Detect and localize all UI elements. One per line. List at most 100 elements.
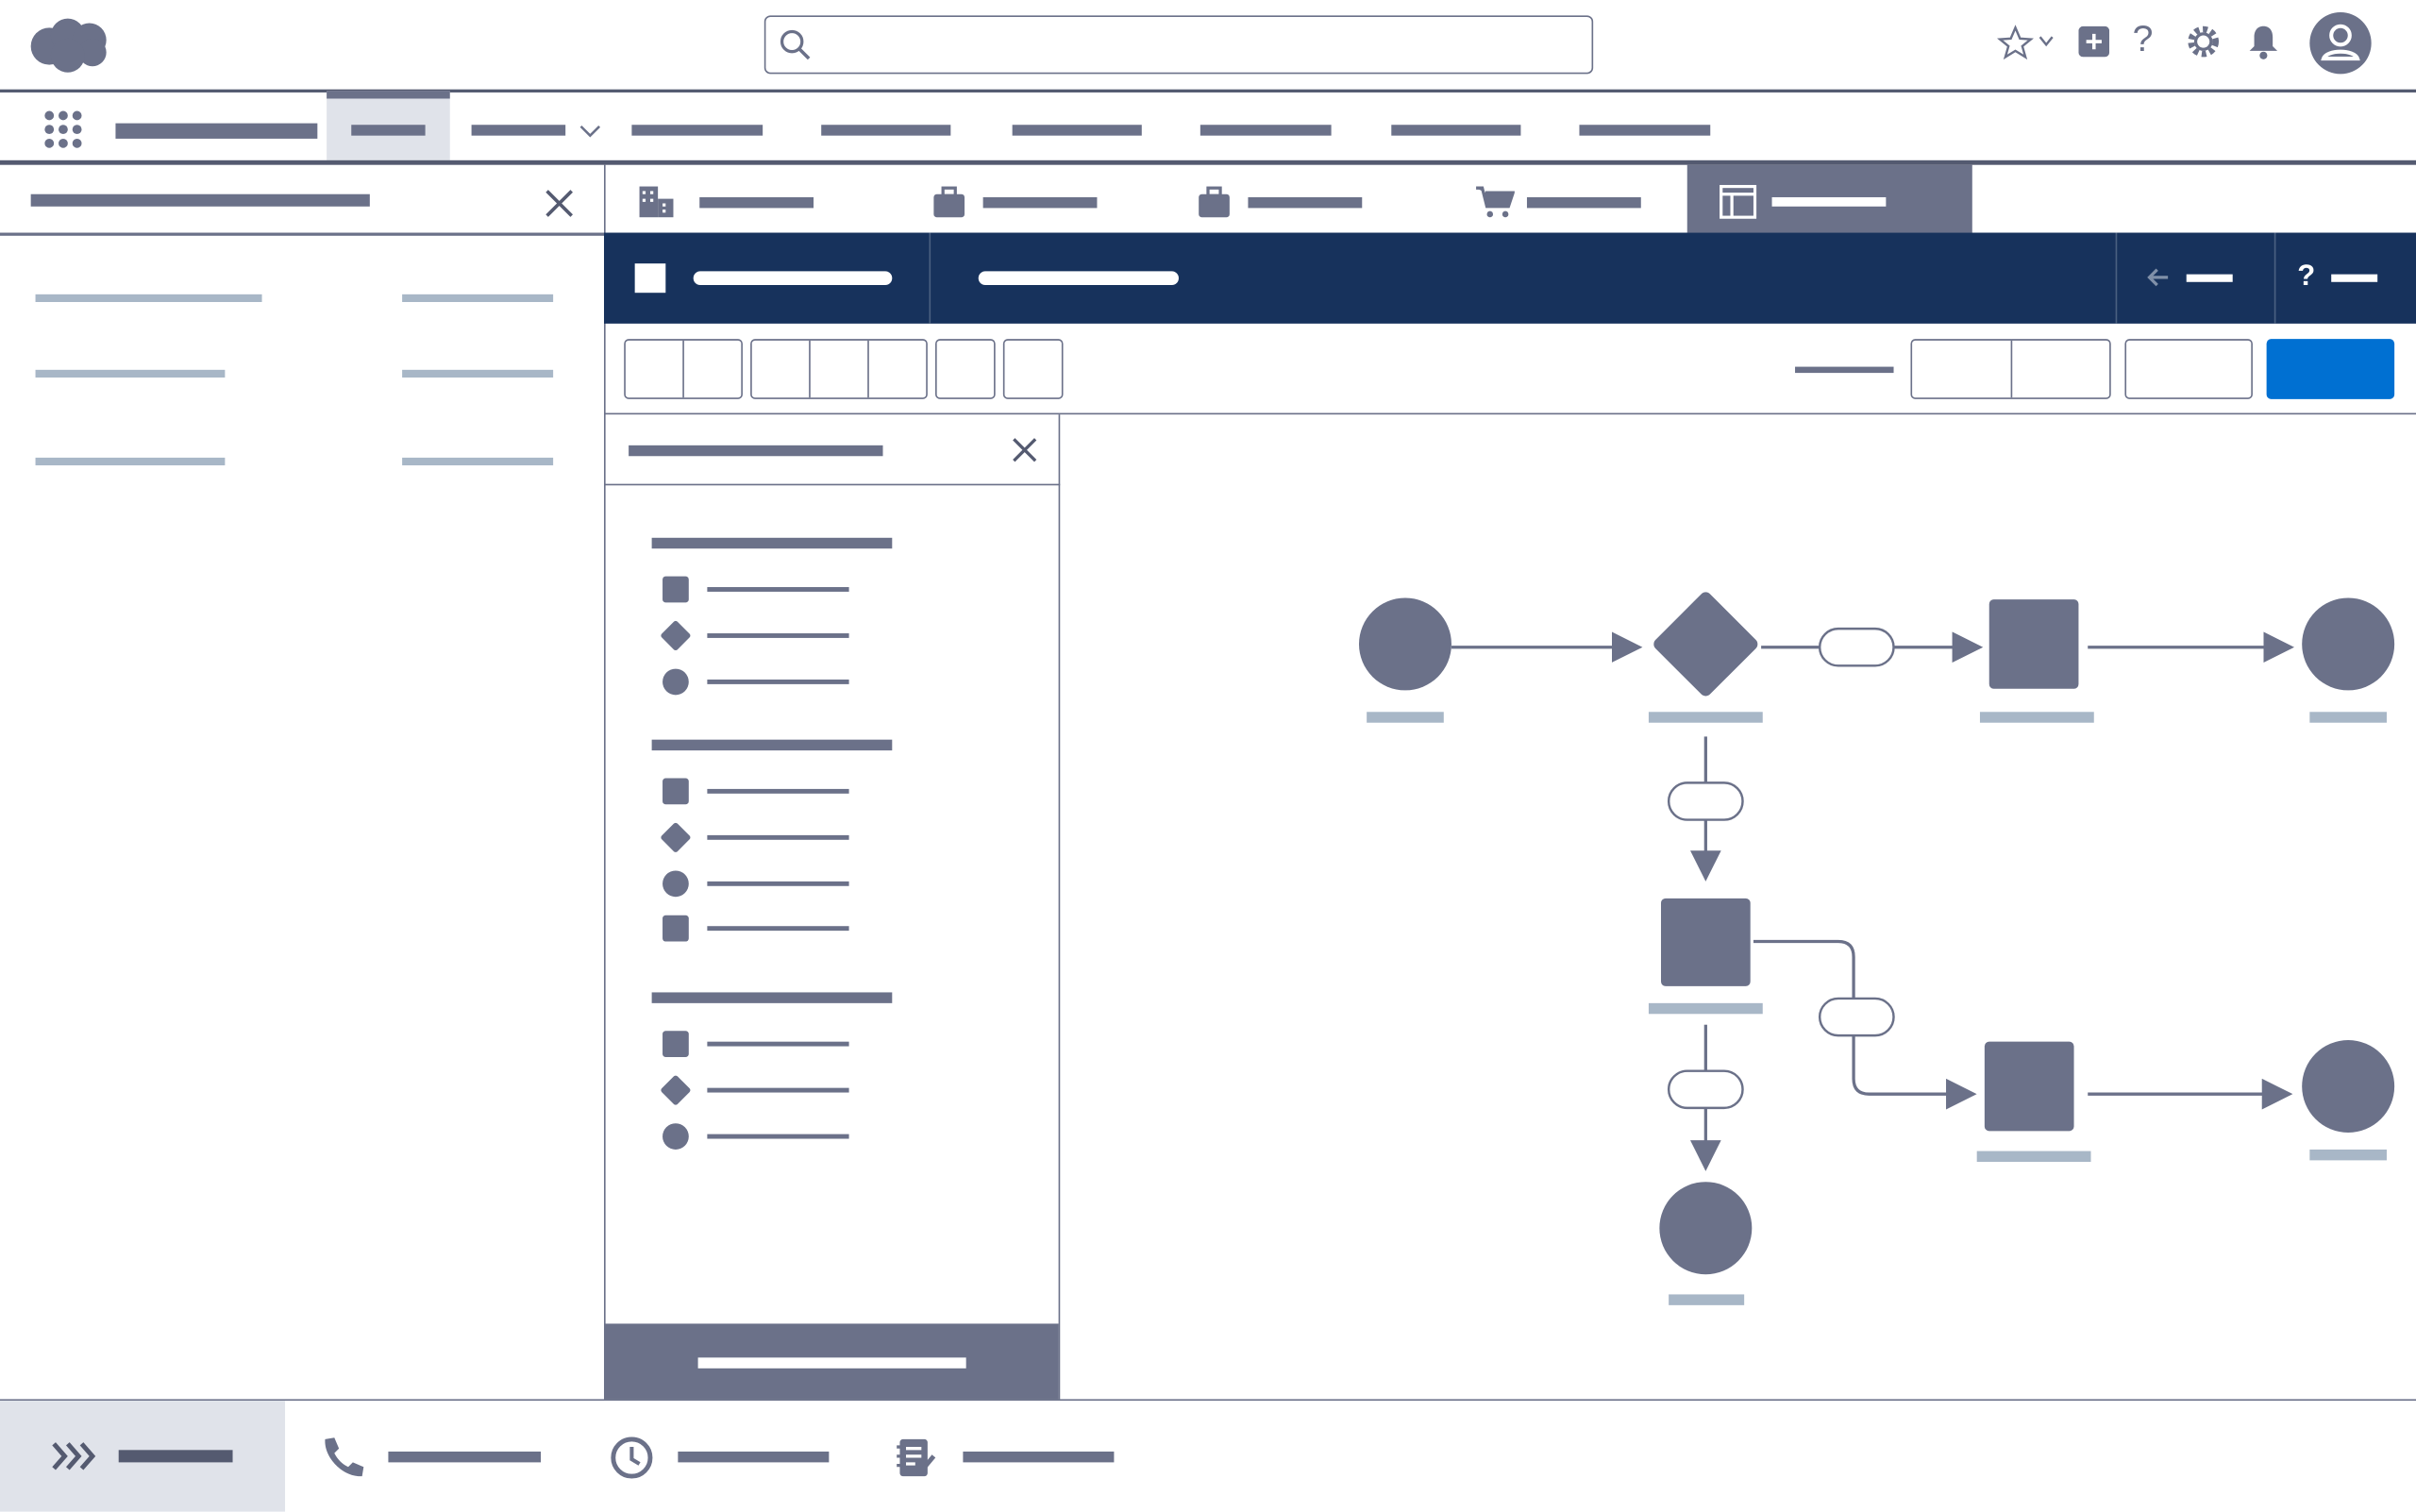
list-item[interactable] — [35, 369, 226, 378]
app-name — [115, 123, 318, 139]
palette-item[interactable] — [660, 778, 860, 805]
layout-icon — [1720, 184, 1757, 219]
salesforce-logo[interactable] — [27, 15, 110, 74]
list-item[interactable] — [35, 457, 226, 466]
avatar-icon[interactable] — [2308, 10, 2374, 76]
list-item[interactable] — [35, 294, 262, 302]
diamond-icon — [660, 1074, 692, 1106]
global-search-input[interactable] — [763, 15, 1594, 75]
flow-canvas[interactable] — [1062, 414, 2416, 1401]
start-node[interactable] — [1358, 597, 1451, 691]
end-node[interactable] — [2302, 597, 2395, 691]
action-node[interactable] — [1988, 599, 2079, 689]
utility-item-active[interactable] — [0, 1401, 286, 1512]
palette-item-label — [707, 679, 849, 684]
nav-item[interactable] — [1579, 125, 1711, 136]
help-icon[interactable]: ? — [2297, 260, 2316, 294]
square-icon — [634, 263, 666, 294]
connector-label[interactable] — [1667, 1069, 1744, 1110]
action-node[interactable] — [1660, 898, 1751, 986]
palette-item-label — [707, 881, 849, 886]
connector-label[interactable] — [1818, 997, 1895, 1037]
decision-node[interactable] — [1652, 590, 1760, 698]
element-palette — [603, 414, 1061, 1402]
action-node[interactable] — [1984, 1041, 2074, 1132]
toolbar-button-group[interactable] — [1910, 339, 2111, 399]
workspace-tab[interactable] — [1248, 196, 1363, 209]
flow-name — [978, 271, 1179, 286]
node-label — [2309, 1149, 2387, 1161]
palette-item-label — [707, 834, 849, 840]
square-icon — [663, 576, 689, 603]
workspace-tab[interactable] — [1526, 196, 1641, 209]
gear-icon[interactable] — [2187, 25, 2221, 59]
help-icon[interactable]: ? — [2132, 18, 2154, 60]
plus-icon[interactable] — [2078, 25, 2110, 58]
palette-item[interactable] — [660, 914, 860, 942]
palette-item[interactable] — [660, 1123, 860, 1151]
nav-item[interactable] — [631, 125, 763, 136]
toolbar-button[interactable] — [1002, 339, 1064, 399]
palette-item[interactable] — [660, 1031, 860, 1058]
palette-item[interactable] — [660, 1074, 860, 1106]
palette-item[interactable] — [660, 668, 860, 697]
status-text — [1795, 366, 1894, 374]
chevron-down-icon[interactable] — [578, 122, 602, 141]
palette-item-label — [707, 1087, 849, 1093]
builder-title — [693, 271, 893, 286]
primary-button[interactable] — [2266, 339, 2395, 399]
palette-item-label — [707, 1041, 849, 1047]
utility-item[interactable] — [388, 1451, 542, 1463]
palette-item-label — [707, 587, 849, 592]
palette-footer-button[interactable] — [603, 1323, 1059, 1402]
arrow-left-icon[interactable] — [2145, 266, 2170, 288]
divider — [0, 89, 2416, 92]
help-button[interactable] — [2331, 274, 2378, 282]
palette-item[interactable] — [660, 821, 860, 854]
toolbar-button-group[interactable] — [624, 339, 743, 399]
nav-item[interactable] — [1200, 125, 1332, 136]
search-icon — [780, 29, 811, 60]
nav-item[interactable] — [1012, 125, 1142, 136]
close-icon[interactable] — [1011, 436, 1038, 463]
workspace-tab[interactable] — [982, 196, 1098, 209]
building-icon — [639, 186, 674, 218]
briefcase-icon — [933, 186, 965, 218]
palette-item[interactable] — [660, 870, 860, 898]
workspace-tab[interactable] — [699, 196, 814, 209]
nav-item[interactable] — [821, 125, 951, 136]
end-node[interactable] — [2302, 1040, 2395, 1133]
cart-icon — [1476, 186, 1515, 218]
connector-label[interactable] — [1818, 627, 1895, 667]
palette-group-header — [651, 992, 893, 1003]
utility-item[interactable] — [963, 1451, 1115, 1463]
diamond-icon — [660, 821, 692, 854]
node-label — [1976, 1151, 2091, 1163]
square-icon — [663, 778, 689, 805]
palette-group-header — [651, 537, 893, 549]
app-launcher-icon[interactable] — [43, 109, 83, 149]
toolbar-button[interactable] — [935, 339, 996, 399]
palette-item-label — [707, 925, 849, 931]
bell-icon[interactable] — [2246, 23, 2280, 59]
chevron-down-icon[interactable] — [2037, 34, 2055, 49]
palette-item[interactable] — [660, 619, 860, 652]
star-icon[interactable] — [1997, 25, 2034, 61]
palette-group-header — [651, 739, 893, 751]
circle-icon — [663, 668, 689, 696]
connector-label[interactable] — [1667, 781, 1744, 821]
nav-item[interactable] — [1391, 125, 1521, 136]
toolbar-button-group[interactable] — [750, 339, 928, 399]
nav-item-active[interactable] — [327, 91, 450, 160]
nav-item[interactable] — [471, 125, 566, 136]
briefcase-icon — [1199, 186, 1230, 218]
workspace-tab-active[interactable] — [1686, 164, 1972, 233]
utility-item[interactable] — [678, 1451, 830, 1463]
palette-item[interactable] — [660, 576, 860, 604]
close-icon[interactable] — [543, 187, 577, 221]
back-button[interactable] — [2186, 274, 2233, 282]
left-panel — [0, 164, 606, 1402]
end-node[interactable] — [1659, 1182, 1753, 1275]
save-as-button[interactable] — [2124, 339, 2253, 399]
